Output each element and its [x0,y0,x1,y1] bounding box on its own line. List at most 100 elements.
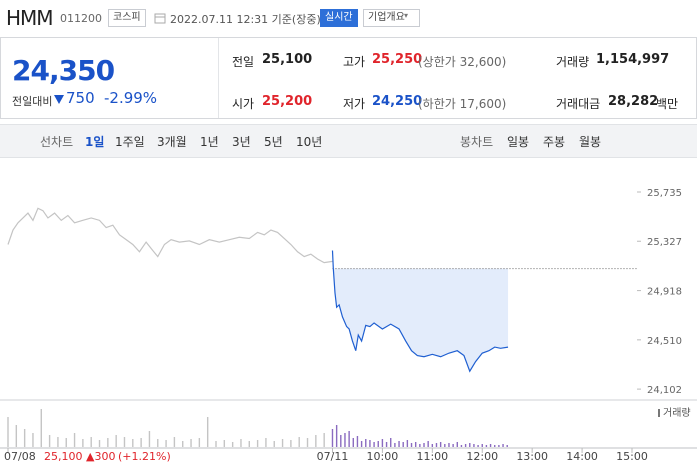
stat-unit: 백만 [656,97,679,111]
stat-label: 거래량 [556,55,590,69]
volume-legend: 거래량 [663,407,691,419]
tab[interactable]: 3개월 [157,135,187,149]
volume-bar [439,442,442,447]
volume-bar [132,439,134,447]
volume-bar [385,442,388,447]
volume-bar [198,438,201,447]
change-label: 전일대비 [12,95,53,108]
volume-bar [32,433,34,447]
volume-bar [448,443,450,447]
company-info-button[interactable]: 기업개요 [363,9,420,27]
volume-bar [57,437,59,447]
volume-bar [148,431,151,447]
volume-bar [494,445,496,447]
volume-bar [215,441,217,447]
volume-bar [431,444,434,447]
footer-price: 25,100 [44,450,83,463]
volume-bar [256,440,259,447]
volume-bar [481,444,483,447]
dropdown-arrow: ▾ [404,11,409,20]
area [332,250,509,372]
market-badge: 코스피 [108,9,146,27]
tab[interactable]: 주봉 [543,135,566,149]
volume-bar [390,438,392,447]
tab[interactable]: 일봉 [507,135,530,149]
volume-bar [435,443,438,447]
volume-bar [331,429,334,447]
volume-bar [7,417,9,447]
volume-bar [123,437,126,447]
down-arrow-icon [54,95,64,104]
volume-bar [356,436,359,447]
y-tick-label: 25,735 [647,188,682,199]
volume-bar [323,433,325,447]
tab[interactable]: 1일 [85,135,105,149]
volume-bar [23,429,26,447]
tab[interactable]: 3년 [232,135,251,149]
tab[interactable]: 월봉 [579,135,602,149]
volume-bar [473,444,475,447]
stat-value: 28,282 [608,94,659,109]
volume-bar [381,439,384,447]
volume-bar [157,439,159,447]
volume-bar [73,433,76,447]
volume-bar [402,442,404,447]
volume-bar [165,440,167,447]
tab[interactable]: 5년 [264,135,283,149]
price-line [331,250,509,373]
volume-bar [423,443,425,447]
volume-bar [502,444,504,447]
volume-bar [265,438,267,447]
volume-bar [444,444,446,447]
tab[interactable]: 1년 [200,135,219,149]
tab[interactable]: 10년 [296,135,323,149]
stat-value: 25,250 [372,52,423,67]
y-tick-label: 24,510 [647,336,682,347]
volume-bar [452,444,454,447]
realtime-badge[interactable]: 실시간 [320,9,358,27]
x-tick-label: 13:00 [516,450,548,463]
volume-bar [365,439,367,447]
x-tick-label: 14:00 [566,450,598,463]
volume-bar [377,441,379,447]
volume-bar [340,435,342,447]
volume-bar [231,442,234,447]
volume-bar [281,439,284,447]
tab[interactable]: 1주일 [115,135,145,149]
clock-icon [154,13,166,24]
x-tick-label: 15:00 [616,450,648,463]
stat-value: 25,200 [262,94,313,109]
volume-bar [477,445,479,447]
stat-value: 24,250 [372,94,423,109]
volume-bar [419,444,421,447]
volume-bar [344,433,346,447]
volume-bar [82,439,84,447]
x-tick-label: 07/08 [4,450,36,463]
tab-group-label: 선차트 [40,135,74,149]
volume-bar [348,431,350,447]
volume-bar [107,438,109,447]
volume-bar [190,439,192,447]
volume-bar [206,417,209,447]
volume-bar [398,441,400,447]
current-price: 24,350 [12,54,115,87]
x-tick-label: 10:00 [367,450,399,463]
volume-bar [369,440,371,447]
volume-bar [394,443,396,447]
volume-bar [15,425,18,447]
footer-change-percent: (+1.21%) [118,450,171,463]
volume-bar [427,441,429,447]
volume-bar [98,440,101,447]
footer-change: ▲300 [86,450,115,463]
volume-bar [48,435,51,447]
volume-bar [248,441,250,447]
change-percent: -2.99% [104,89,158,107]
datetime: 2022.07.11 12:31 기준(장중) [170,13,321,26]
stock-name: HMM [6,6,54,30]
volume-bar [360,441,363,447]
x-tick-label: 12:00 [466,450,498,463]
change-value: 750 [66,89,95,107]
stat-label: 시가 [232,97,255,111]
volume-bar [485,445,488,447]
